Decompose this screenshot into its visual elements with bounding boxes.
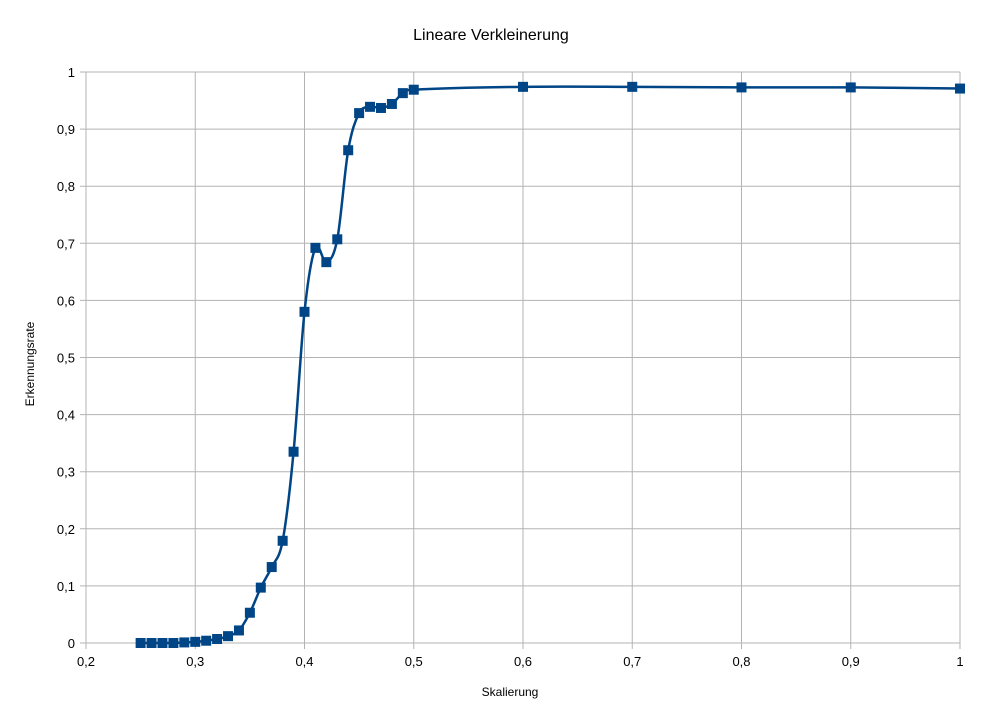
data-point bbox=[386, 98, 397, 109]
x-tick-label: 0,5 bbox=[405, 654, 423, 669]
data-point bbox=[190, 636, 201, 647]
y-tick-label: 0,7 bbox=[57, 236, 75, 251]
data-point bbox=[736, 82, 747, 93]
x-tick-label: 0,8 bbox=[732, 654, 750, 669]
data-point bbox=[255, 582, 266, 593]
x-tick-label: 0,6 bbox=[514, 654, 532, 669]
y-axis-label: Erkennungsrate bbox=[23, 321, 37, 406]
x-tick-label: 0,4 bbox=[295, 654, 313, 669]
y-tick-label: 1 bbox=[68, 65, 75, 80]
data-point bbox=[354, 108, 365, 119]
data-point bbox=[201, 635, 212, 646]
series-line bbox=[140, 85, 961, 645]
data-point bbox=[332, 234, 343, 245]
y-tick-label: 0 bbox=[68, 636, 75, 651]
data-point bbox=[365, 101, 376, 112]
data-point bbox=[266, 562, 277, 573]
data-point bbox=[277, 535, 288, 546]
x-axis-ticks: 0,2 0,3 0,4 0,5 0,6 0,7 0,8 0,9 1 bbox=[77, 654, 964, 669]
x-tick-label: 0,7 bbox=[623, 654, 641, 669]
y-tick-label: 0,4 bbox=[57, 408, 75, 423]
y-axis-ticks: 0 0,1 0,2 0,3 0,4 0,5 0,6 0,7 0,8 0,9 1 bbox=[57, 65, 75, 651]
data-point bbox=[408, 84, 419, 95]
data-point bbox=[627, 81, 638, 92]
data-point bbox=[343, 145, 354, 156]
data-point bbox=[375, 102, 386, 113]
data-point bbox=[321, 257, 332, 268]
data-point bbox=[223, 631, 234, 642]
y-tick-label: 0,2 bbox=[57, 522, 75, 537]
data-point bbox=[310, 242, 321, 253]
series-markers bbox=[135, 81, 965, 648]
y-tick-label: 0,6 bbox=[57, 293, 75, 308]
data-point bbox=[146, 638, 157, 648]
grid-y bbox=[80, 71, 960, 644]
x-axis-label: Skalierung bbox=[482, 685, 539, 699]
x-tick-label: 1 bbox=[956, 654, 963, 669]
data-point bbox=[397, 88, 408, 99]
data-point bbox=[135, 638, 146, 648]
chart-title: Lineare Verkleinerung bbox=[413, 27, 569, 44]
data-point bbox=[518, 81, 528, 92]
data-point bbox=[288, 446, 299, 457]
x-tick-label: 0,9 bbox=[842, 654, 860, 669]
data-point bbox=[299, 306, 310, 317]
data-point bbox=[168, 638, 179, 648]
data-point bbox=[955, 83, 965, 94]
data-point bbox=[179, 637, 190, 648]
data-point bbox=[233, 625, 244, 636]
y-tick-label: 0,3 bbox=[57, 465, 75, 480]
data-point bbox=[244, 607, 255, 618]
x-tick-label: 0,2 bbox=[77, 654, 95, 669]
grid-x bbox=[85, 72, 961, 649]
y-tick-label: 0,9 bbox=[57, 122, 75, 137]
x-tick-label: 0,3 bbox=[186, 654, 204, 669]
data-point bbox=[212, 634, 223, 645]
y-tick-label: 0,8 bbox=[57, 179, 75, 194]
y-tick-label: 0,5 bbox=[57, 351, 75, 366]
y-tick-label: 0,1 bbox=[57, 579, 75, 594]
data-point bbox=[845, 82, 856, 93]
data-point bbox=[157, 638, 168, 648]
